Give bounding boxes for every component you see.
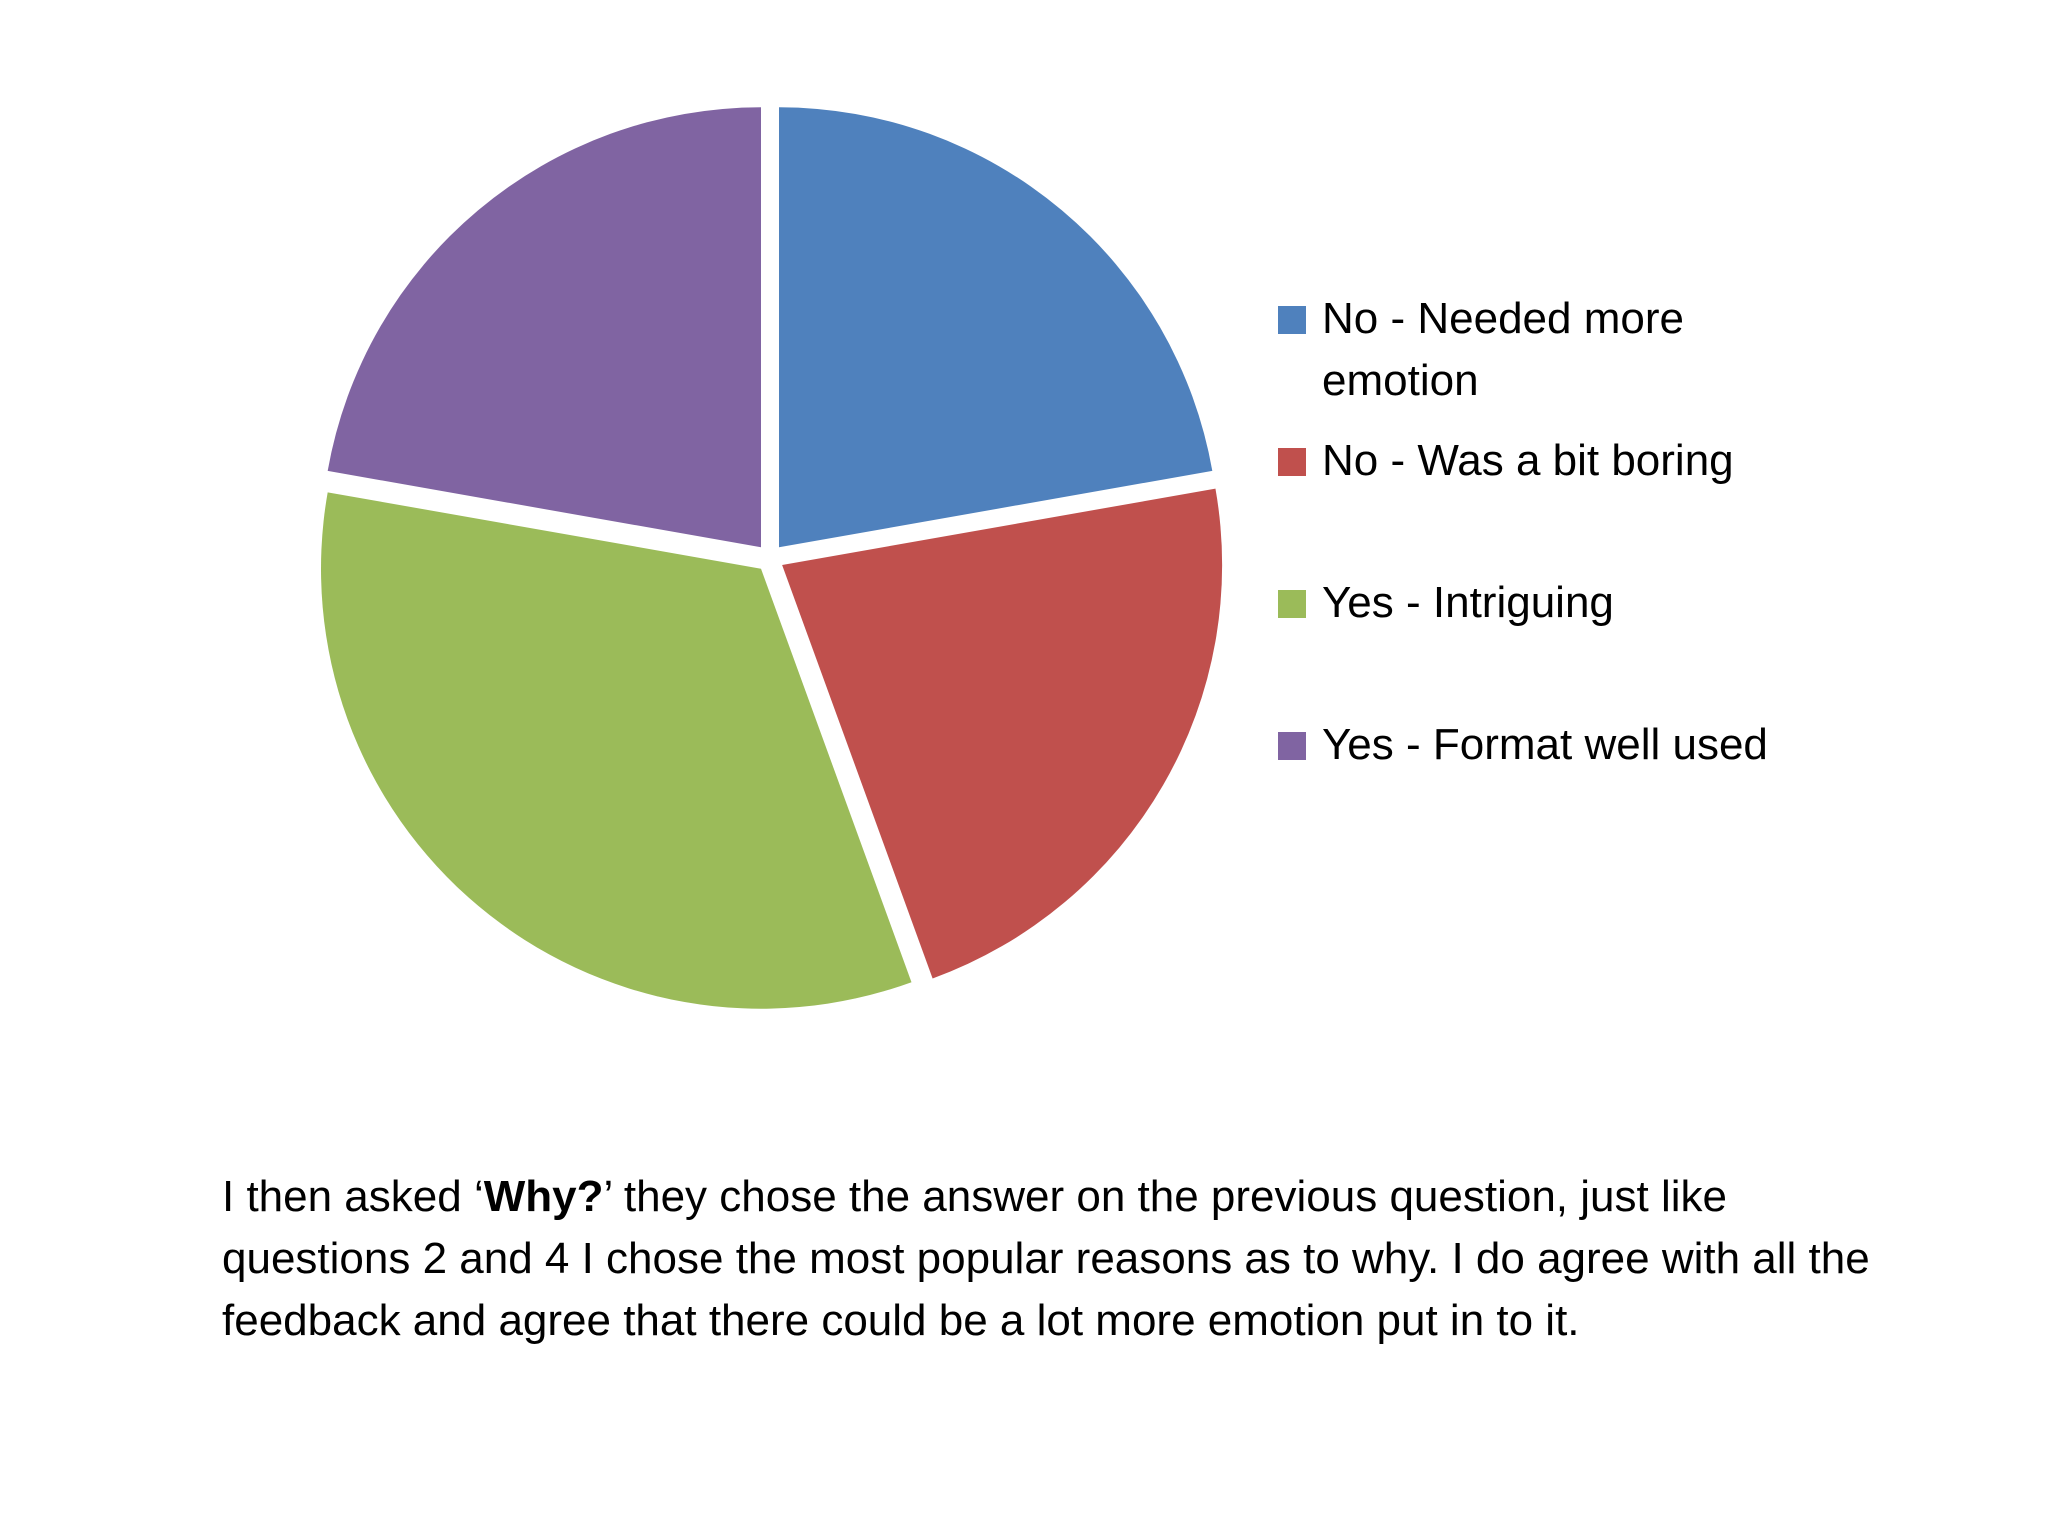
pie-slice-1 (778, 107, 1213, 548)
legend-swatch (1278, 590, 1306, 618)
legend-swatch (1278, 732, 1306, 760)
legend-label: Yes - Intriguing (1322, 578, 1614, 627)
pie-slice-4 (327, 107, 762, 548)
caption-bold-why: Why? (483, 1172, 604, 1221)
legend-item: No - Needed more emotion (1278, 288, 1838, 412)
legend-label: No - Needed more emotion (1322, 294, 1684, 405)
legend-label: No - Was a bit boring (1322, 436, 1734, 485)
caption-text-before: I then asked ‘ (222, 1172, 484, 1221)
pie-slice-2 (782, 488, 1223, 979)
caption-text-after: ’ they chose the answer on the previous … (222, 1172, 1870, 1345)
legend-swatch (1278, 448, 1306, 476)
legend-label: Yes - Format well used (1322, 720, 1768, 769)
slide-caption: I then asked ‘Why?’ they chose the answe… (222, 1166, 1922, 1352)
legend-item: No - Was a bit boring (1278, 430, 1838, 492)
legend-item: Yes - Format well used (1278, 714, 1838, 776)
pie-slice-3 (321, 492, 912, 1009)
chart-legend: No - Needed more emotion No - Was a bit … (1278, 288, 1838, 776)
legend-swatch (1278, 306, 1306, 334)
legend-item: Yes - Intriguing (1278, 572, 1838, 634)
